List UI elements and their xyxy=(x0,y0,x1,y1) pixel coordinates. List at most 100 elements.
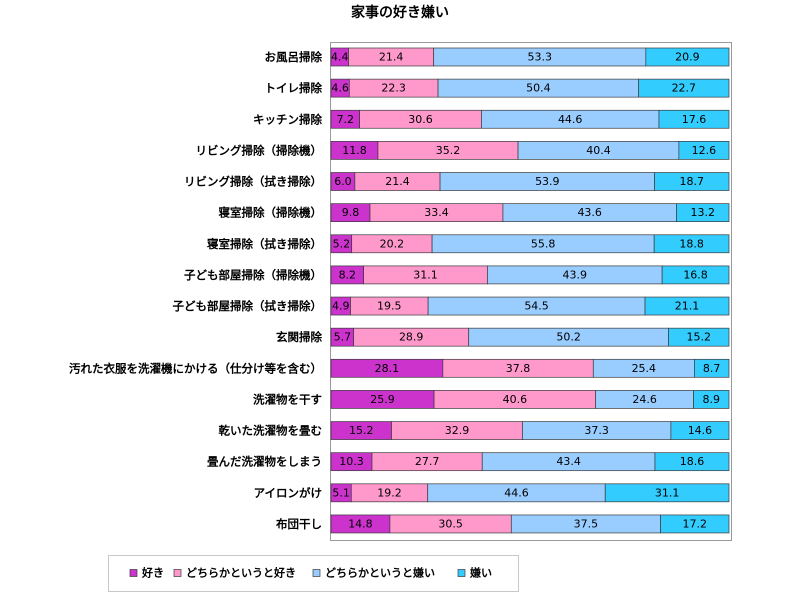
data-label: 33.4 xyxy=(424,206,449,219)
data-label: 50.2 xyxy=(556,331,581,344)
data-label: 20.2 xyxy=(380,237,405,250)
data-label: 10.3 xyxy=(339,455,364,468)
data-label: 4.6 xyxy=(331,82,349,95)
data-label: 17.6 xyxy=(682,113,707,126)
legend-swatch-somewhat-like xyxy=(173,569,182,577)
chart-title: 家事の好き嫌い xyxy=(351,4,449,21)
category-label: 子ども部屋掃除（拭き掃除） xyxy=(173,299,323,313)
data-label: 43.9 xyxy=(563,268,588,281)
category-label: 汚れた衣服を洗濯機にかける（仕分け等を含む） xyxy=(69,361,322,375)
bar-segment-dislike xyxy=(644,296,730,316)
bar-segment-dislike xyxy=(654,452,730,472)
bar-row: 10.3 27.7 43.4 18.6 xyxy=(330,452,730,472)
bar-row: 15.2 32.9 37.3 14.6 xyxy=(330,421,730,440)
data-label: 21.1 xyxy=(675,300,700,313)
bar-row: 11.8 35.2 40.4 12.6 xyxy=(330,141,730,160)
category-label: 寝室掃除（拭き掃除） xyxy=(207,237,322,251)
data-label: 24.6 xyxy=(632,393,657,406)
data-label: 4.4 xyxy=(331,51,349,64)
data-label: 4.9 xyxy=(332,300,350,313)
data-label: 37.3 xyxy=(584,424,609,437)
category-label: 洗濯物を干す xyxy=(253,392,322,406)
bar-row: 14.8 30.5 37.5 17.2 xyxy=(330,514,730,534)
data-label: 11.8 xyxy=(342,144,367,157)
legend-item-somewhat-like: どちらかというと好き xyxy=(173,566,296,580)
category-label: アイロンがけ xyxy=(254,486,322,500)
bar-segment-dislike xyxy=(668,327,730,347)
data-label: 25.4 xyxy=(632,362,657,375)
data-label: 9.8 xyxy=(342,206,360,219)
plot-area-frame xyxy=(330,42,732,541)
data-label: 28.1 xyxy=(375,362,400,375)
category-label: リビング掃除（掃除機） xyxy=(196,143,323,157)
bar-row: 9.8 33.4 43.6 13.2 xyxy=(330,203,730,222)
bar-row: 4.4 21.4 53.3 20.9 xyxy=(330,47,730,67)
data-label: 18.8 xyxy=(679,237,704,250)
bar-row: 25.9 40.6 24.6 8.9 xyxy=(330,390,730,409)
data-label: 28.9 xyxy=(399,331,424,344)
bar-segment-dislike xyxy=(693,390,730,409)
data-label: 44.6 xyxy=(558,113,583,126)
data-label: 7.2 xyxy=(337,113,355,126)
legend-swatch-dislike xyxy=(457,569,466,577)
category-label: トイレ掃除 xyxy=(265,81,323,95)
legend-label-somewhat-dislike: どちらかというと嫌い xyxy=(325,566,435,580)
data-label: 50.4 xyxy=(526,82,551,95)
data-label: 5.2 xyxy=(333,237,351,250)
legend: 好き どちらかというと好き どちらかというと嫌い 嫌い xyxy=(108,555,519,592)
legend-item-somewhat-dislike: どちらかというと嫌い xyxy=(312,566,435,580)
data-label: 32.9 xyxy=(445,424,470,437)
category-label: 布団干し xyxy=(275,517,322,531)
bar-row: 4.9 19.5 54.5 21.1 xyxy=(330,296,730,316)
data-label: 19.2 xyxy=(377,486,402,499)
data-label: 53.3 xyxy=(528,51,553,64)
data-label: 20.9 xyxy=(675,51,700,64)
data-label: 19.5 xyxy=(377,300,402,313)
legend-label-dislike: 嫌い xyxy=(469,566,492,580)
category-label: 寝室掃除（掃除機） xyxy=(219,206,323,220)
bar-row: 8.2 31.1 43.9 16.8 xyxy=(330,265,730,285)
category-label: 子ども部屋掃除（掃除機） xyxy=(184,268,322,282)
category-label: キッチン掃除 xyxy=(253,112,322,126)
data-label: 31.1 xyxy=(655,486,680,499)
bar-row: 5.1 19.2 44.6 31.1 xyxy=(330,483,730,503)
data-label: 5.1 xyxy=(332,486,350,499)
legend-item-like: 好き xyxy=(129,566,164,580)
data-label: 43.6 xyxy=(577,206,602,219)
data-label: 37.8 xyxy=(506,362,531,375)
bar-segment-dislike xyxy=(694,358,730,378)
category-label: 畳んだ洗濯物をしまう xyxy=(207,455,322,469)
data-label: 54.5 xyxy=(524,300,549,313)
data-label: 31.1 xyxy=(413,268,438,281)
data-label: 15.2 xyxy=(349,424,374,437)
bar-rows: 4.4 21.4 53.3 20.9 4.6 22.3 50.4 22.7 7.2 30.6 44.… xyxy=(330,47,730,534)
bar-segment-dislike xyxy=(654,172,730,191)
category-label: 乾いた洗濯物を畳む xyxy=(219,424,323,438)
category-label: お風呂掃除 xyxy=(265,50,323,64)
data-label: 15.2 xyxy=(687,331,712,344)
bar-segment-dislike xyxy=(670,421,730,440)
bar-row: 6.0 21.4 53.9 18.7 xyxy=(330,172,730,191)
data-label: 16.8 xyxy=(683,268,708,281)
bar-segment-dislike xyxy=(678,141,730,160)
bar-segment-dislike xyxy=(660,514,730,534)
data-label: 18.7 xyxy=(680,175,705,188)
legend-item-dislike: 嫌い xyxy=(457,566,492,580)
data-label: 8.7 xyxy=(703,362,721,375)
data-label: 12.6 xyxy=(692,144,717,157)
data-label: 21.4 xyxy=(379,51,404,64)
data-label: 30.5 xyxy=(438,517,463,530)
data-label: 40.6 xyxy=(503,393,528,406)
data-label: 44.6 xyxy=(504,486,529,499)
bar-segment-dislike xyxy=(661,265,730,285)
data-label: 27.7 xyxy=(415,455,440,468)
legend-swatch-like xyxy=(129,569,138,577)
data-label: 8.9 xyxy=(703,393,721,406)
data-label: 21.4 xyxy=(385,175,410,188)
bar-segment-dislike xyxy=(638,78,730,98)
bar-segment-dislike xyxy=(658,109,730,129)
bar-segment-dislike xyxy=(653,234,730,254)
data-label: 6.0 xyxy=(334,175,352,188)
